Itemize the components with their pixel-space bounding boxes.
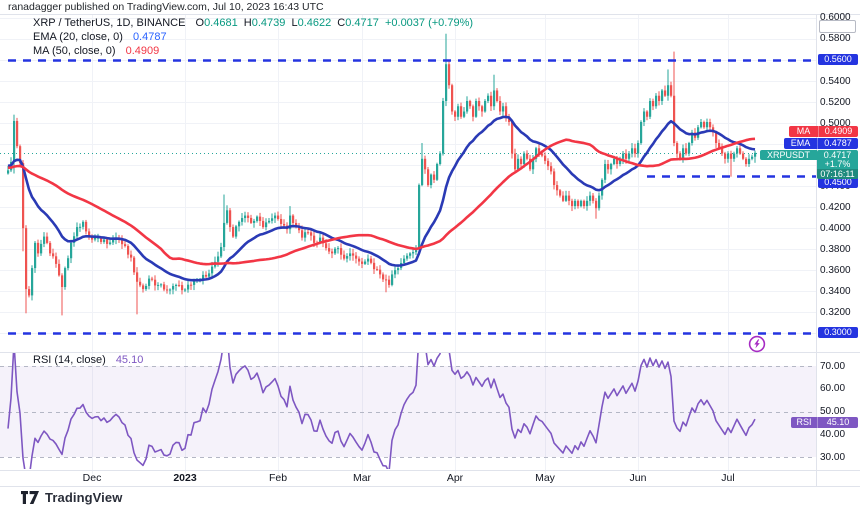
tradingview-logo-icon <box>21 490 39 504</box>
ohlc-open-label: O <box>195 17 205 29</box>
ohlc-close-value: 0.4717 <box>345 17 379 29</box>
main-price-pane[interactable] <box>0 14 816 352</box>
price-axis-tick: 0.3200 <box>820 306 851 318</box>
ohlc-high-value: 0.4739 <box>251 17 286 29</box>
axis-empty-label-box <box>819 20 856 33</box>
symbol-title: XRP / TetherUS, 1D, BINANCE <box>33 17 186 29</box>
last-price-symbol-tag: XRPUSDT <box>760 150 817 160</box>
bar-countdown-timer: 07:16:11 <box>817 169 858 179</box>
ma-badge-value: 0.4909 <box>824 126 853 136</box>
time-axis[interactable] <box>0 470 816 486</box>
rsi-legend-row[interactable]: RSI (14, close) 45.10 <box>33 354 143 367</box>
rsi-axis-tick: 40.00 <box>820 428 846 440</box>
time-axis-label: Mar <box>352 472 372 484</box>
rsi-axis-tick: 70.00 <box>820 360 846 372</box>
time-axis-label: Jul <box>721 472 735 484</box>
rsi-axis-tick: 60.00 <box>820 383 846 395</box>
last-price-badge: 0.4717 +1.7% 07:16:11 <box>817 150 858 179</box>
ema-badge-value: 0.4787 <box>824 138 852 148</box>
published-attribution: ranadagger published on TradingView.com,… <box>8 1 324 13</box>
ohlc-open-value: 0.4681 <box>204 17 238 29</box>
rsi-axis-tick: 30.00 <box>820 451 846 463</box>
price-axis-tick: 0.5000 <box>820 117 851 129</box>
ema-value: 0.4787 <box>132 31 167 43</box>
rsi-value: 45.10 <box>115 354 144 366</box>
time-axis-label: May <box>535 472 555 484</box>
ema-price-badge: EMA 0.4787 <box>784 138 858 149</box>
ohlc-close-label: C <box>337 17 346 29</box>
last-price-value: 0.4717 <box>823 150 852 160</box>
alert-lightning-icon[interactable] <box>748 335 766 353</box>
ma-legend-row[interactable]: MA (50, close, 0) 0.4909 <box>33 44 473 58</box>
ohlc-low-value: 0.4622 <box>297 17 332 29</box>
time-axis-label: 2023 <box>173 472 197 484</box>
tradingview-logo[interactable]: TradingView <box>21 490 122 505</box>
price-axis-tick: 0.3800 <box>820 243 851 255</box>
price-axis-tick: 0.5400 <box>820 75 851 87</box>
last-price-change: +1.7% <box>824 159 851 169</box>
published-bar: ranadagger published on TradingView.com,… <box>0 0 860 14</box>
ma-price-badge: MA 0.4909 <box>789 126 858 137</box>
ema-legend-row[interactable]: EMA (20, close, 0) 0.4787 <box>33 30 473 44</box>
rsi-value-badge: RSI 45.10 <box>791 417 858 428</box>
time-axis-label: Jun <box>629 472 647 484</box>
change-value: +0.0037 (+0.79%) <box>384 17 474 29</box>
price-axis-tick: 0.4200 <box>820 201 851 213</box>
time-axis-label: Dec <box>82 472 102 484</box>
rsi-label: RSI (14, close) <box>33 354 106 366</box>
rsi-axis-tick: 50.00 <box>820 406 846 417</box>
price-axis-tick: 0.3400 <box>820 285 851 297</box>
rsi-badge-tag: RSI <box>791 417 818 428</box>
ma-badge-tag: MA <box>789 126 819 137</box>
price-axis-tick: 0.6000 <box>820 12 851 24</box>
rsi-pane[interactable] <box>0 352 816 470</box>
chart-legend: XRP / TetherUS, 1D, BINANCE O0.4681 H0.4… <box>33 16 473 58</box>
rsi-badge-value: 45.10 <box>826 417 850 427</box>
tradingview-brand-text: TradingView <box>45 490 123 505</box>
time-axis-label: Feb <box>268 472 288 484</box>
ma-value: 0.4909 <box>125 45 160 57</box>
support-mid-level-badge[interactable]: 0.4500 <box>818 177 858 188</box>
time-axis-label: Apr <box>446 472 464 484</box>
ohlc-high-label: H <box>243 17 252 29</box>
symbol-legend-row[interactable]: XRP / TetherUS, 1D, BINANCE O0.4681 H0.4… <box>33 16 473 30</box>
resistance-level-badge[interactable]: 0.5600 <box>818 54 858 65</box>
ema-badge-tag: EMA <box>784 138 818 149</box>
ma-label: MA (50, close, 0) <box>33 45 116 57</box>
price-axis-tick: 0.3600 <box>820 264 851 276</box>
support-low-level-badge[interactable]: 0.3000 <box>818 327 858 338</box>
price-axis-tick: 0.5800 <box>820 33 851 45</box>
ema-label: EMA (20, close, 0) <box>33 31 123 43</box>
ohlc-low-label: L <box>291 17 298 29</box>
price-axis-tick: 0.5200 <box>820 96 851 108</box>
price-axis-tick: 0.4000 <box>820 222 851 234</box>
